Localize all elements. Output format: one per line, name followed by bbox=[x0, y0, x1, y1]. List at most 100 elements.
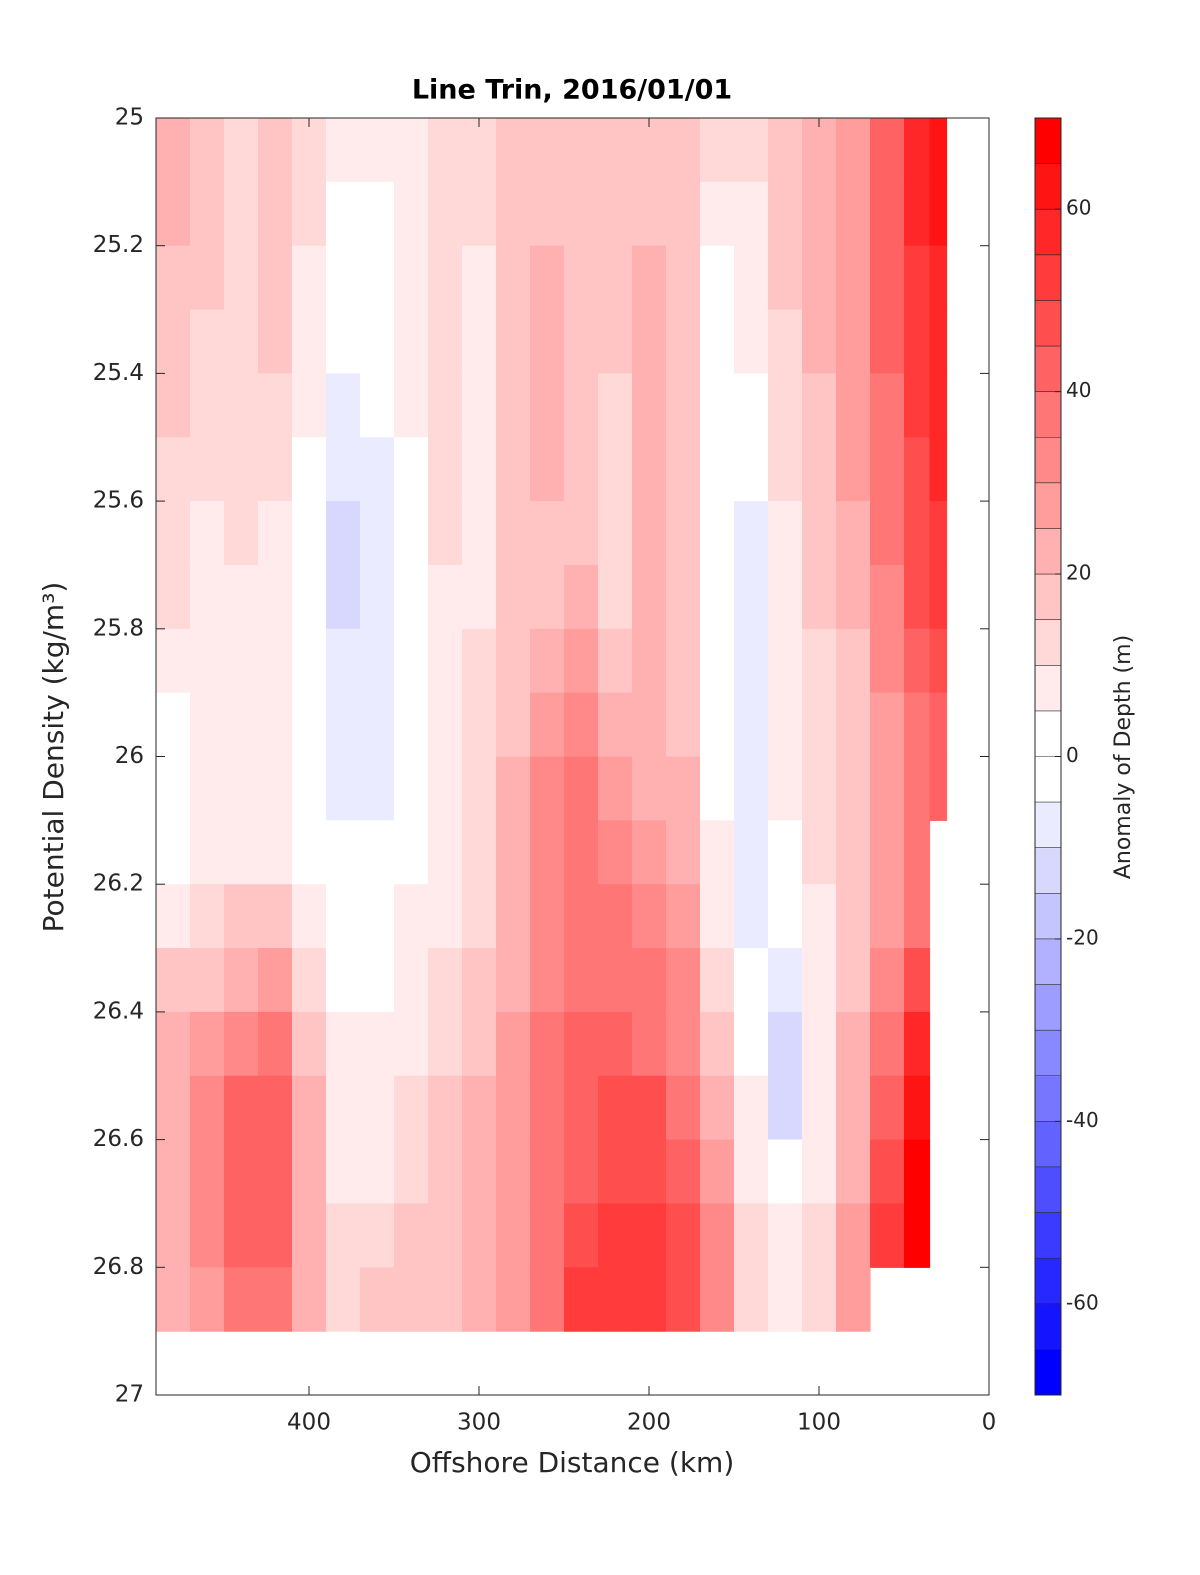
contour-cell bbox=[734, 1203, 769, 1268]
contour-cell bbox=[768, 756, 803, 821]
contour-cell bbox=[326, 692, 361, 758]
contour-cell bbox=[190, 309, 225, 374]
contour-cell bbox=[904, 692, 931, 758]
contour-cell bbox=[530, 1139, 565, 1205]
contour-cell bbox=[292, 820, 327, 885]
contour-cell bbox=[598, 118, 633, 183]
contour-cell bbox=[904, 1139, 931, 1205]
contour-cell bbox=[870, 948, 905, 1013]
contour-cell bbox=[428, 884, 463, 949]
contour-cell bbox=[836, 1011, 871, 1077]
contour-cell bbox=[564, 756, 599, 821]
contour-cell bbox=[530, 437, 565, 502]
contour-cell bbox=[666, 501, 701, 566]
contour-cell bbox=[768, 564, 803, 630]
y-tick-label: 26.4 bbox=[93, 998, 144, 1024]
contour-cell bbox=[836, 309, 871, 374]
contour-cell bbox=[802, 309, 837, 374]
contour-cell bbox=[292, 948, 327, 1013]
contour-cell bbox=[666, 1203, 701, 1268]
contour-cell bbox=[700, 373, 735, 438]
contour-cell bbox=[768, 884, 803, 949]
contour-cell bbox=[564, 181, 599, 247]
contour-cell bbox=[734, 884, 769, 949]
contour-cell bbox=[156, 1267, 191, 1332]
contour-cell bbox=[734, 245, 769, 311]
contour-cell bbox=[870, 1011, 905, 1077]
contour-cell bbox=[190, 1075, 225, 1141]
contour-cell bbox=[326, 1011, 361, 1077]
contour-cell bbox=[190, 564, 225, 630]
contour-cell bbox=[292, 1075, 327, 1141]
contour-cell bbox=[428, 118, 463, 183]
contour-cell bbox=[258, 820, 293, 885]
contour-cell bbox=[258, 1203, 293, 1268]
contour-cell bbox=[870, 118, 905, 183]
contour-cell bbox=[598, 1267, 633, 1332]
contour-cell bbox=[496, 564, 531, 630]
contour-cell bbox=[462, 756, 497, 821]
contour-cell bbox=[496, 245, 531, 311]
colorbar-segment bbox=[1035, 1349, 1061, 1396]
contour-cell bbox=[632, 1203, 667, 1268]
contour-cell bbox=[564, 1011, 599, 1077]
contour-cell bbox=[564, 1203, 599, 1268]
contour-cell bbox=[929, 756, 948, 821]
contour-cell bbox=[836, 245, 871, 311]
colorbar-segment bbox=[1035, 1303, 1061, 1350]
contour-cell bbox=[768, 628, 803, 694]
contour-cell bbox=[224, 1075, 259, 1141]
contour-cell bbox=[802, 820, 837, 885]
colorbar-segment bbox=[1035, 619, 1061, 666]
contour-cell bbox=[258, 948, 293, 1013]
contour-cell bbox=[156, 309, 191, 374]
contour-cell bbox=[904, 1075, 931, 1141]
contour-cell bbox=[428, 564, 463, 630]
contour-cell bbox=[428, 501, 463, 566]
contour-cell bbox=[768, 948, 803, 1013]
contour-cell bbox=[632, 692, 667, 758]
contour-cell bbox=[700, 692, 735, 758]
contour-cell bbox=[326, 309, 361, 374]
contour-cell bbox=[292, 564, 327, 630]
contour-cell bbox=[462, 501, 497, 566]
contour-cell bbox=[394, 501, 429, 566]
contour-cell bbox=[870, 1139, 905, 1205]
contour-cell bbox=[326, 628, 361, 694]
contour-cell bbox=[224, 692, 259, 758]
contour-cell bbox=[666, 118, 701, 183]
contour-cell bbox=[292, 181, 327, 247]
contour-cell bbox=[360, 756, 395, 821]
contour-cell bbox=[326, 373, 361, 438]
contour-cell bbox=[530, 564, 565, 630]
contour-cell bbox=[700, 628, 735, 694]
contour-cell bbox=[666, 628, 701, 694]
contour-cell bbox=[904, 628, 931, 694]
contour-cell bbox=[190, 1267, 225, 1332]
contour-cell bbox=[564, 245, 599, 311]
contour-cell bbox=[632, 245, 667, 311]
contour-cell bbox=[360, 820, 395, 885]
contour-cell bbox=[258, 309, 293, 374]
colorbar-segment bbox=[1035, 118, 1061, 165]
contour-cell bbox=[700, 1139, 735, 1205]
y-axis-label: Potential Density (kg/m³) bbox=[37, 582, 70, 933]
contour-cell bbox=[929, 628, 948, 694]
contour-cell bbox=[428, 948, 463, 1013]
contour-cell bbox=[802, 1075, 837, 1141]
contour-cell bbox=[734, 948, 769, 1013]
contour-cell bbox=[564, 692, 599, 758]
contour-cell bbox=[929, 309, 948, 374]
contour-cell bbox=[156, 181, 191, 247]
contour-cell bbox=[802, 1011, 837, 1077]
contour-cell bbox=[360, 1139, 395, 1205]
contour-cell bbox=[870, 1203, 905, 1268]
contour-cell bbox=[598, 1203, 633, 1268]
contour-cell bbox=[360, 373, 395, 438]
contour-cell bbox=[929, 437, 948, 502]
contour-cell bbox=[190, 1203, 225, 1268]
contour-cell bbox=[632, 1011, 667, 1077]
y-tick-label: 25 bbox=[115, 105, 144, 131]
contour-cell bbox=[666, 820, 701, 885]
contour-cell bbox=[870, 756, 905, 821]
